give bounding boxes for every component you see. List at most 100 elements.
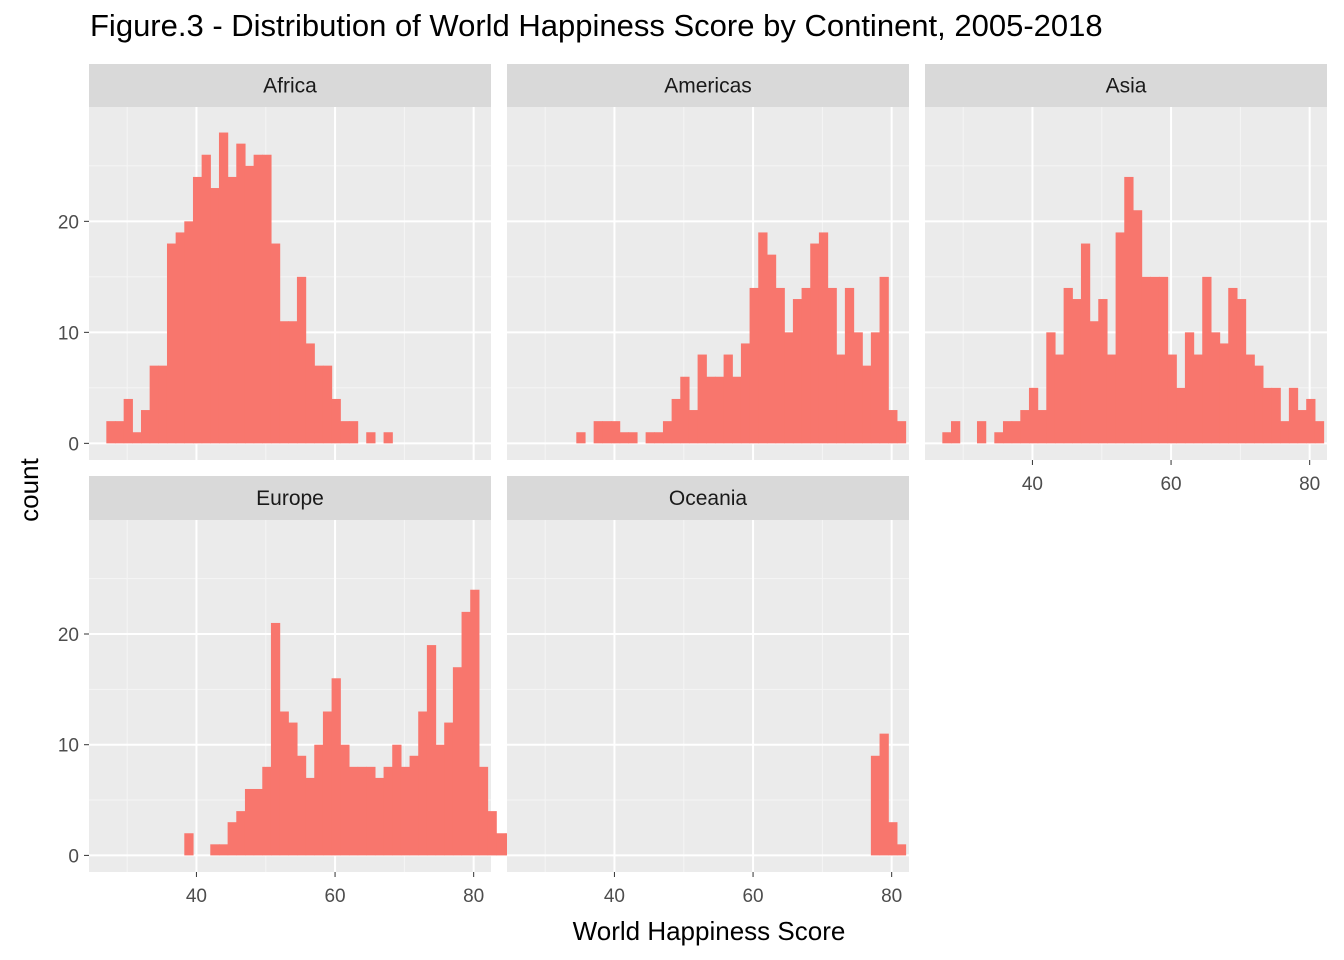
bar-africa: [288, 321, 298, 444]
bar-africa: [210, 188, 220, 444]
bar-americas: [619, 432, 629, 444]
bar-europe: [409, 755, 419, 856]
strip-americas: [507, 64, 909, 107]
bar-africa: [140, 410, 151, 444]
strip-label-europe: Europe: [256, 487, 324, 510]
bar-asia: [1150, 276, 1160, 444]
bar-africa: [279, 321, 289, 444]
bar-americas: [714, 376, 725, 444]
x-tick-label: 80: [881, 886, 902, 907]
bar-oceania: [870, 755, 881, 856]
bar-asia: [1046, 332, 1056, 444]
bar-oceania: [896, 844, 907, 856]
bar-africa: [114, 421, 125, 444]
bar-europe: [400, 766, 411, 856]
bar-asia: [1089, 321, 1099, 444]
bar-americas: [792, 299, 803, 444]
bar-asia: [1219, 343, 1229, 444]
bar-africa: [166, 243, 177, 444]
bar-americas: [853, 332, 863, 444]
strip-oceania: [507, 476, 909, 520]
bar-asia: [942, 432, 952, 444]
bar-europe: [452, 667, 463, 856]
x-tick-label: 40: [186, 886, 207, 907]
bar-europe: [348, 766, 359, 856]
bar-americas: [888, 410, 898, 444]
chart-title: Figure.3 - Distribution of World Happine…: [90, 8, 1103, 43]
bar-africa: [383, 432, 393, 444]
bar-europe: [340, 744, 350, 856]
bar-europe: [331, 678, 341, 856]
strip-label-oceania: Oceania: [669, 487, 748, 510]
bar-europe: [210, 844, 220, 856]
strip-africa: [89, 64, 491, 107]
bar-asia: [1037, 410, 1047, 444]
bar-asia: [1080, 243, 1091, 444]
bar-africa: [244, 165, 255, 444]
bar-americas: [758, 232, 768, 444]
bar-europe: [314, 744, 324, 856]
panel-oceania: [507, 520, 909, 872]
bar-americas: [766, 254, 777, 444]
bar-africa: [236, 143, 246, 444]
bar-africa: [314, 365, 324, 444]
bar-europe: [262, 766, 272, 856]
bar-africa: [322, 365, 333, 444]
bar-asia: [1141, 276, 1151, 444]
bar-africa: [132, 432, 142, 444]
bar-africa: [296, 276, 307, 444]
strip-asia: [925, 64, 1327, 107]
bar-asia: [1314, 421, 1325, 444]
y-tick-label: 0: [68, 434, 79, 455]
bar-asia: [1124, 176, 1134, 444]
bar-asia: [950, 421, 961, 444]
bar-asia: [1271, 387, 1281, 444]
bar-americas: [645, 432, 655, 444]
bar-americas: [680, 376, 690, 444]
x-tick-label: 60: [1160, 474, 1181, 495]
x-tick-label: 40: [604, 886, 625, 907]
bar-asia: [1011, 421, 1021, 444]
bar-americas: [576, 432, 586, 444]
bar-asia: [1184, 332, 1195, 444]
bar-asia: [1054, 354, 1065, 444]
x-tick-label: 60: [742, 886, 763, 907]
bar-europe: [236, 811, 246, 856]
bar-oceania: [879, 733, 889, 856]
bar-americas: [602, 421, 612, 444]
bar-asia: [1210, 332, 1221, 444]
bar-americas: [862, 365, 872, 444]
bar-americas: [740, 343, 751, 444]
bar-americas: [662, 421, 673, 444]
bar-asia: [1288, 387, 1299, 444]
bar-americas: [896, 421, 907, 444]
bar-europe: [392, 744, 402, 856]
bar-americas: [628, 432, 638, 444]
bar-asia: [1254, 365, 1264, 444]
y-tick-label: 20: [58, 625, 79, 646]
strip-label-africa: Africa: [263, 75, 317, 98]
bar-africa: [305, 343, 315, 444]
bar-europe: [296, 755, 307, 856]
bar-asia: [1193, 354, 1203, 444]
x-tick-label: 80: [463, 886, 484, 907]
bar-europe: [218, 844, 229, 856]
bar-asia: [1098, 299, 1108, 444]
x-axis-label: World Happiness Score: [573, 916, 846, 946]
x-tick-label: 60: [324, 886, 345, 907]
bar-americas: [801, 287, 811, 444]
bar-americas: [844, 287, 855, 444]
bar-africa: [106, 421, 116, 444]
bar-europe: [496, 833, 506, 856]
bar-asia: [994, 432, 1004, 444]
strip-europe: [89, 476, 491, 520]
bar-americas: [810, 243, 820, 444]
bar-africa: [123, 398, 133, 444]
bar-europe: [487, 811, 497, 856]
bar-europe: [478, 766, 489, 856]
bar-africa: [348, 421, 359, 444]
bar-europe: [366, 766, 376, 856]
bar-europe: [461, 611, 471, 856]
